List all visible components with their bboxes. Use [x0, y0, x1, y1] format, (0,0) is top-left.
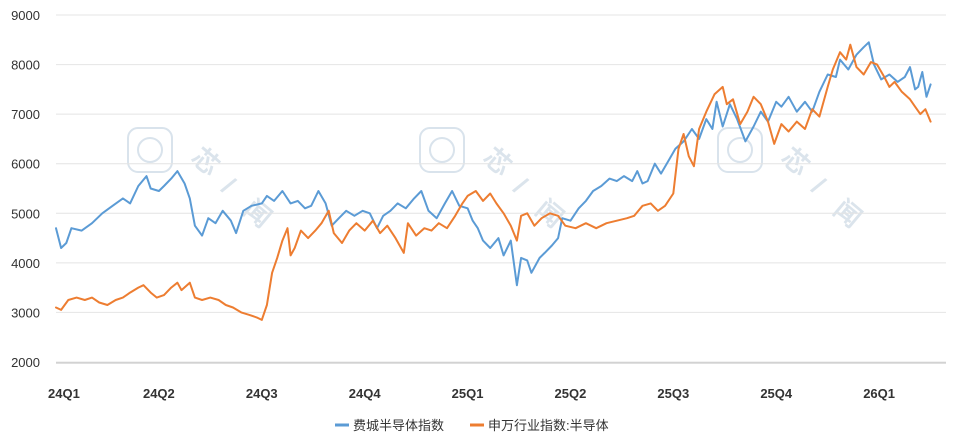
x-tick-label: 25Q3: [657, 386, 689, 401]
legend: 费城半导体指数 申万行业指数:半导体: [335, 418, 609, 433]
x-tick-label: 24Q3: [246, 386, 278, 401]
svg-text:芯: 芯: [186, 142, 225, 182]
y-tick-label: 4000: [11, 256, 40, 271]
legend-label-2: 申万行业指数:半导体: [488, 418, 609, 433]
svg-text:/: /: [806, 172, 831, 200]
series-line-1: [55, 41, 932, 287]
svg-text:芯: 芯: [776, 142, 815, 182]
x-axis-ticks: 24Q1 24Q2 24Q3 24Q4 25Q1 25Q2 25Q3 25Q4 26Q1: [48, 362, 946, 401]
watermark: 芯 / 闻 芯 / 闻 芯 / 闻: [127, 127, 867, 233]
y-tick-label: 7000: [11, 107, 40, 122]
x-tick-label: 24Q4: [349, 386, 382, 401]
y-gridlines: [56, 14, 946, 363]
y-tick-label: 8000: [11, 58, 40, 73]
legend-label-1: 费城半导体指数: [353, 418, 444, 433]
x-tick-label: 25Q2: [555, 386, 587, 401]
y-tick-label: 2000: [11, 355, 40, 370]
x-tick-label: 24Q2: [143, 386, 175, 401]
svg-text:/: /: [216, 172, 241, 200]
y-tick-label: 5000: [11, 206, 40, 221]
x-tick-label: 25Q4: [760, 386, 793, 401]
x-tick-label: 24Q1: [48, 386, 80, 401]
svg-text:芯: 芯: [478, 142, 517, 182]
y-tick-label: 9000: [11, 8, 40, 23]
x-tick-label: 25Q1: [452, 386, 484, 401]
y-tick-label: 3000: [11, 305, 40, 320]
series-lines: [55, 41, 932, 321]
x-tick-label: 26Q1: [863, 386, 895, 401]
series-line-2: [55, 43, 932, 321]
y-tick-label: 6000: [11, 157, 40, 172]
y-axis-ticks: 2000 3000 4000 5000 6000 7000 8000 9000: [11, 8, 40, 370]
svg-text:/: /: [508, 172, 533, 200]
